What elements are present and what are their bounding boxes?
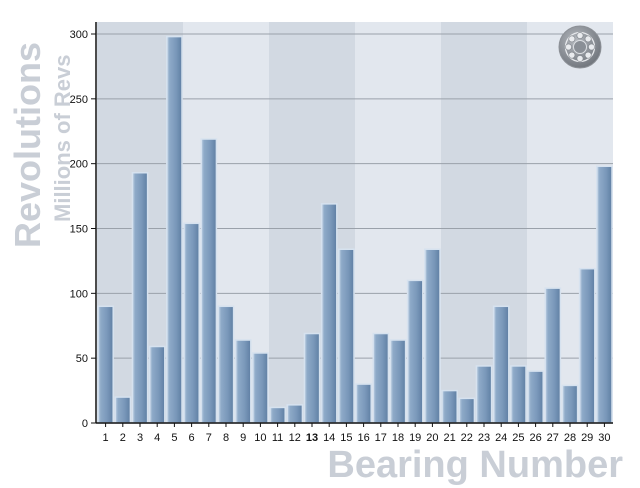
bar [148,345,166,424]
bar [131,171,149,424]
x-tick-label: 6 [189,432,195,444]
x-tick-label: 26 [529,432,541,444]
x-tick-label: 7 [206,432,212,444]
bar [217,305,235,424]
bearing-icon-ball [588,43,595,51]
bar [406,279,424,424]
bar [389,339,407,424]
bar [561,384,579,424]
x-tick-label: 18 [392,432,404,444]
bar [355,383,372,424]
bearing-icon-ball [576,32,584,39]
bar [527,370,544,424]
x-tick-label: 21 [443,432,455,444]
x-tick-label: 20 [426,432,438,444]
x-tick-label: 3 [137,432,143,444]
bearing-icon-ball [576,55,584,62]
y-axis-subtitle: Millions of Revs [50,55,75,222]
x-tick-label: 27 [547,432,559,444]
x-tick-label: 4 [154,432,160,444]
x-tick-label: 25 [512,432,524,444]
bar [544,287,562,424]
y-axis-title: Revolutions [7,42,48,248]
x-tick-label: 15 [340,432,352,444]
gridlines [97,33,613,359]
axes [91,22,613,427]
bar [183,222,200,424]
x-tick-labels: 1 2 3 4 5 6 7 8 9 10 11 12 13 14 15 16 17 18 19 20 21 22 23 24 2… [103,432,611,444]
x-tick-label: 2 [120,432,126,444]
x-axis-title: Bearing Number [327,444,623,486]
y-tick-label: 150 [70,224,88,236]
bearing-icon-ball [584,35,592,43]
bar [441,389,458,424]
y-tick-label: 200 [70,159,88,171]
x-tick-label: 8 [223,432,229,444]
bar [338,248,355,424]
bar [510,365,527,424]
x-tick-label: 5 [171,432,177,444]
x-tick-label: 30 [598,432,610,444]
bar [166,35,183,424]
x-tick-label: 24 [495,432,507,444]
bar [114,396,132,424]
x-tick-label: 19 [409,432,421,444]
x-tick-label: 1 [103,432,109,444]
bearing-icon-hub [573,40,587,54]
bar [578,267,596,424]
bearing-icon-ball [568,35,576,43]
y-tick-label: 300 [70,29,88,41]
bearing-icon [558,25,602,69]
bar [269,406,286,424]
bar [492,305,510,424]
bar [458,397,476,424]
bearing-icon-ball [568,51,576,59]
x-tick-label: 22 [461,432,473,444]
y-tick-label: 50 [76,353,88,365]
y-tick-labels: 0 50 100 150 200 250 300 [70,29,88,430]
x-tick-label: 9 [240,432,246,444]
x-tick-label: 10 [254,432,266,444]
x-tick-label: 13 [306,432,318,444]
y-tick-label: 250 [70,94,88,106]
bar [424,248,441,424]
bar [286,404,304,424]
bar [596,165,613,424]
bar [303,332,321,424]
bar [200,138,218,424]
x-tick-label: 14 [323,432,335,444]
bar [234,339,252,424]
x-tick-label: 29 [581,432,593,444]
x-tick-label: 16 [357,432,369,444]
background-band [441,22,527,423]
x-tick-label: 12 [289,432,301,444]
y-tick-label: 0 [82,418,88,430]
bar [97,305,114,424]
bearing-icon-ball [565,43,572,51]
x-tick-label: 11 [272,432,283,444]
x-tick-label: 28 [564,432,576,444]
bar [372,332,390,424]
x-tick-label: 17 [375,432,387,444]
bar [475,365,493,424]
bearing-icon-ball [584,51,592,59]
bar [320,203,338,424]
x-tick-label: 23 [478,432,490,444]
bar [252,352,269,424]
y-tick-label: 100 [70,288,88,300]
